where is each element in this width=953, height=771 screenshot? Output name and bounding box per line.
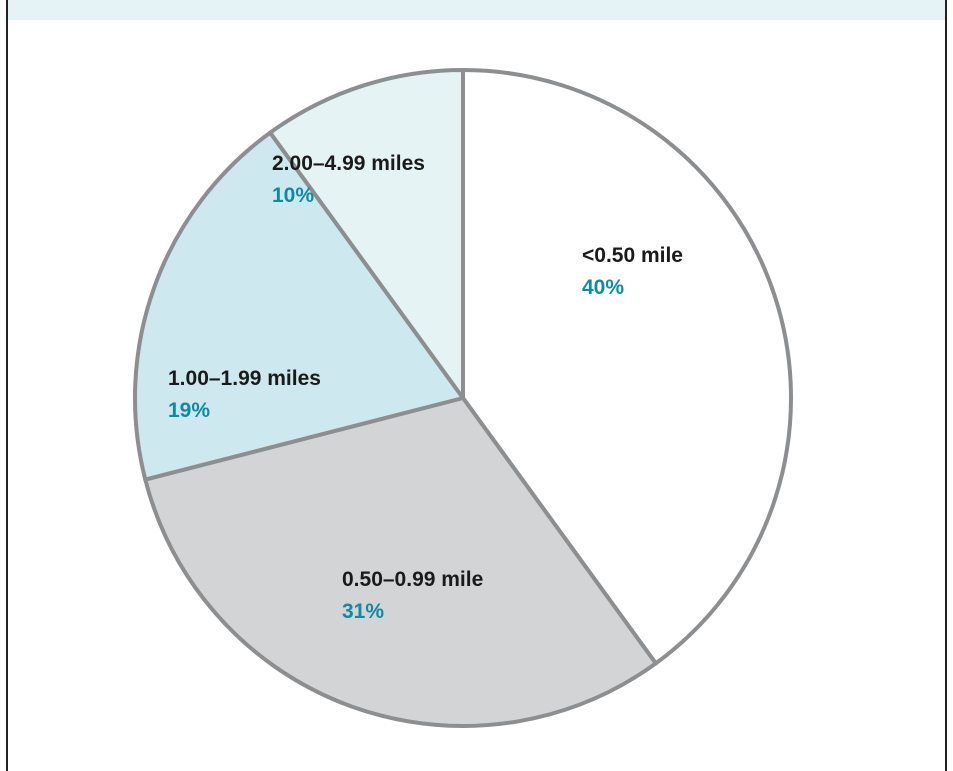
slice-1-category: 0.50–0.99 mile [342, 568, 483, 591]
pie-slice-0 [461, 68, 793, 666]
slice-label-group-1: 0.50–0.99 mile 31% [342, 568, 489, 623]
slice-label-group-0: <0.50 mile 40% [582, 244, 689, 299]
slice-3-percent: 10% [272, 184, 314, 207]
slice-0-category: <0.50 mile [582, 244, 683, 267]
slice-label-group-3: 2.00–4.99 miles 10% [272, 152, 431, 207]
slice-2-category: 1.00–1.99 miles [168, 367, 321, 390]
slice-1-percent: 31% [342, 600, 384, 623]
pie-slice-3 [268, 68, 465, 400]
pie-labels: <0.50 mile 40% 0.50–0.99 mile 31% 1.00–1… [168, 152, 689, 623]
pie-slice-1 [143, 396, 658, 728]
slice-3-category: 2.00–4.99 miles [272, 152, 425, 175]
pie-slices [133, 68, 793, 728]
slice-2-percent: 19% [168, 399, 210, 422]
header-band [8, 0, 945, 20]
slice-label-group-2: 1.00–1.99 miles 19% [168, 367, 327, 422]
slice-0-percent: 40% [582, 276, 624, 299]
pie-slice-2 [133, 130, 465, 482]
chart-frame [6, 0, 947, 771]
